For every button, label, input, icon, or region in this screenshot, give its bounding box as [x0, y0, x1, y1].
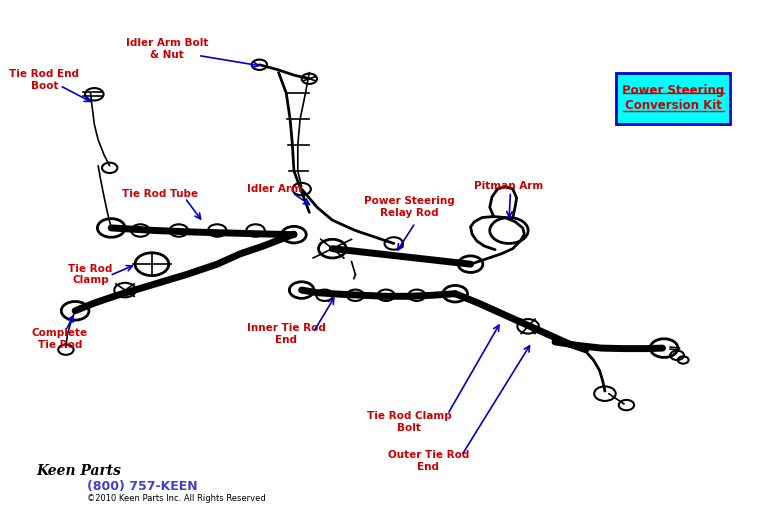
Text: Tie Rod
Clamp: Tie Rod Clamp — [69, 264, 112, 285]
Text: Power Steering
Relay Rod: Power Steering Relay Rod — [363, 196, 454, 218]
Text: Pitman Arm: Pitman Arm — [474, 181, 544, 192]
Text: Outer Tie Rod
End: Outer Tie Rod End — [387, 450, 469, 472]
Text: Tie Rod End
Boot: Tie Rod End Boot — [9, 69, 79, 91]
Text: (800) 757-KEEN: (800) 757-KEEN — [87, 480, 197, 494]
Text: Power Steering
Conversion Kit: Power Steering Conversion Kit — [622, 84, 725, 112]
Text: Keen Parts: Keen Parts — [37, 464, 122, 479]
FancyBboxPatch shape — [617, 73, 730, 124]
Text: ©2010 Keen Parts Inc. All Rights Reserved: ©2010 Keen Parts Inc. All Rights Reserve… — [87, 494, 266, 503]
Text: Idler Arm: Idler Arm — [247, 184, 302, 194]
Text: Tie Rod Clamp
Bolt: Tie Rod Clamp Bolt — [367, 411, 451, 433]
Text: Idler Arm Bolt
& Nut: Idler Arm Bolt & Nut — [126, 38, 209, 60]
Text: Tie Rod Tube: Tie Rod Tube — [122, 189, 198, 199]
Text: Inner Tie Rod
End: Inner Tie Rod End — [247, 323, 326, 345]
Text: Complete
Tie Rod: Complete Tie Rod — [32, 328, 88, 350]
